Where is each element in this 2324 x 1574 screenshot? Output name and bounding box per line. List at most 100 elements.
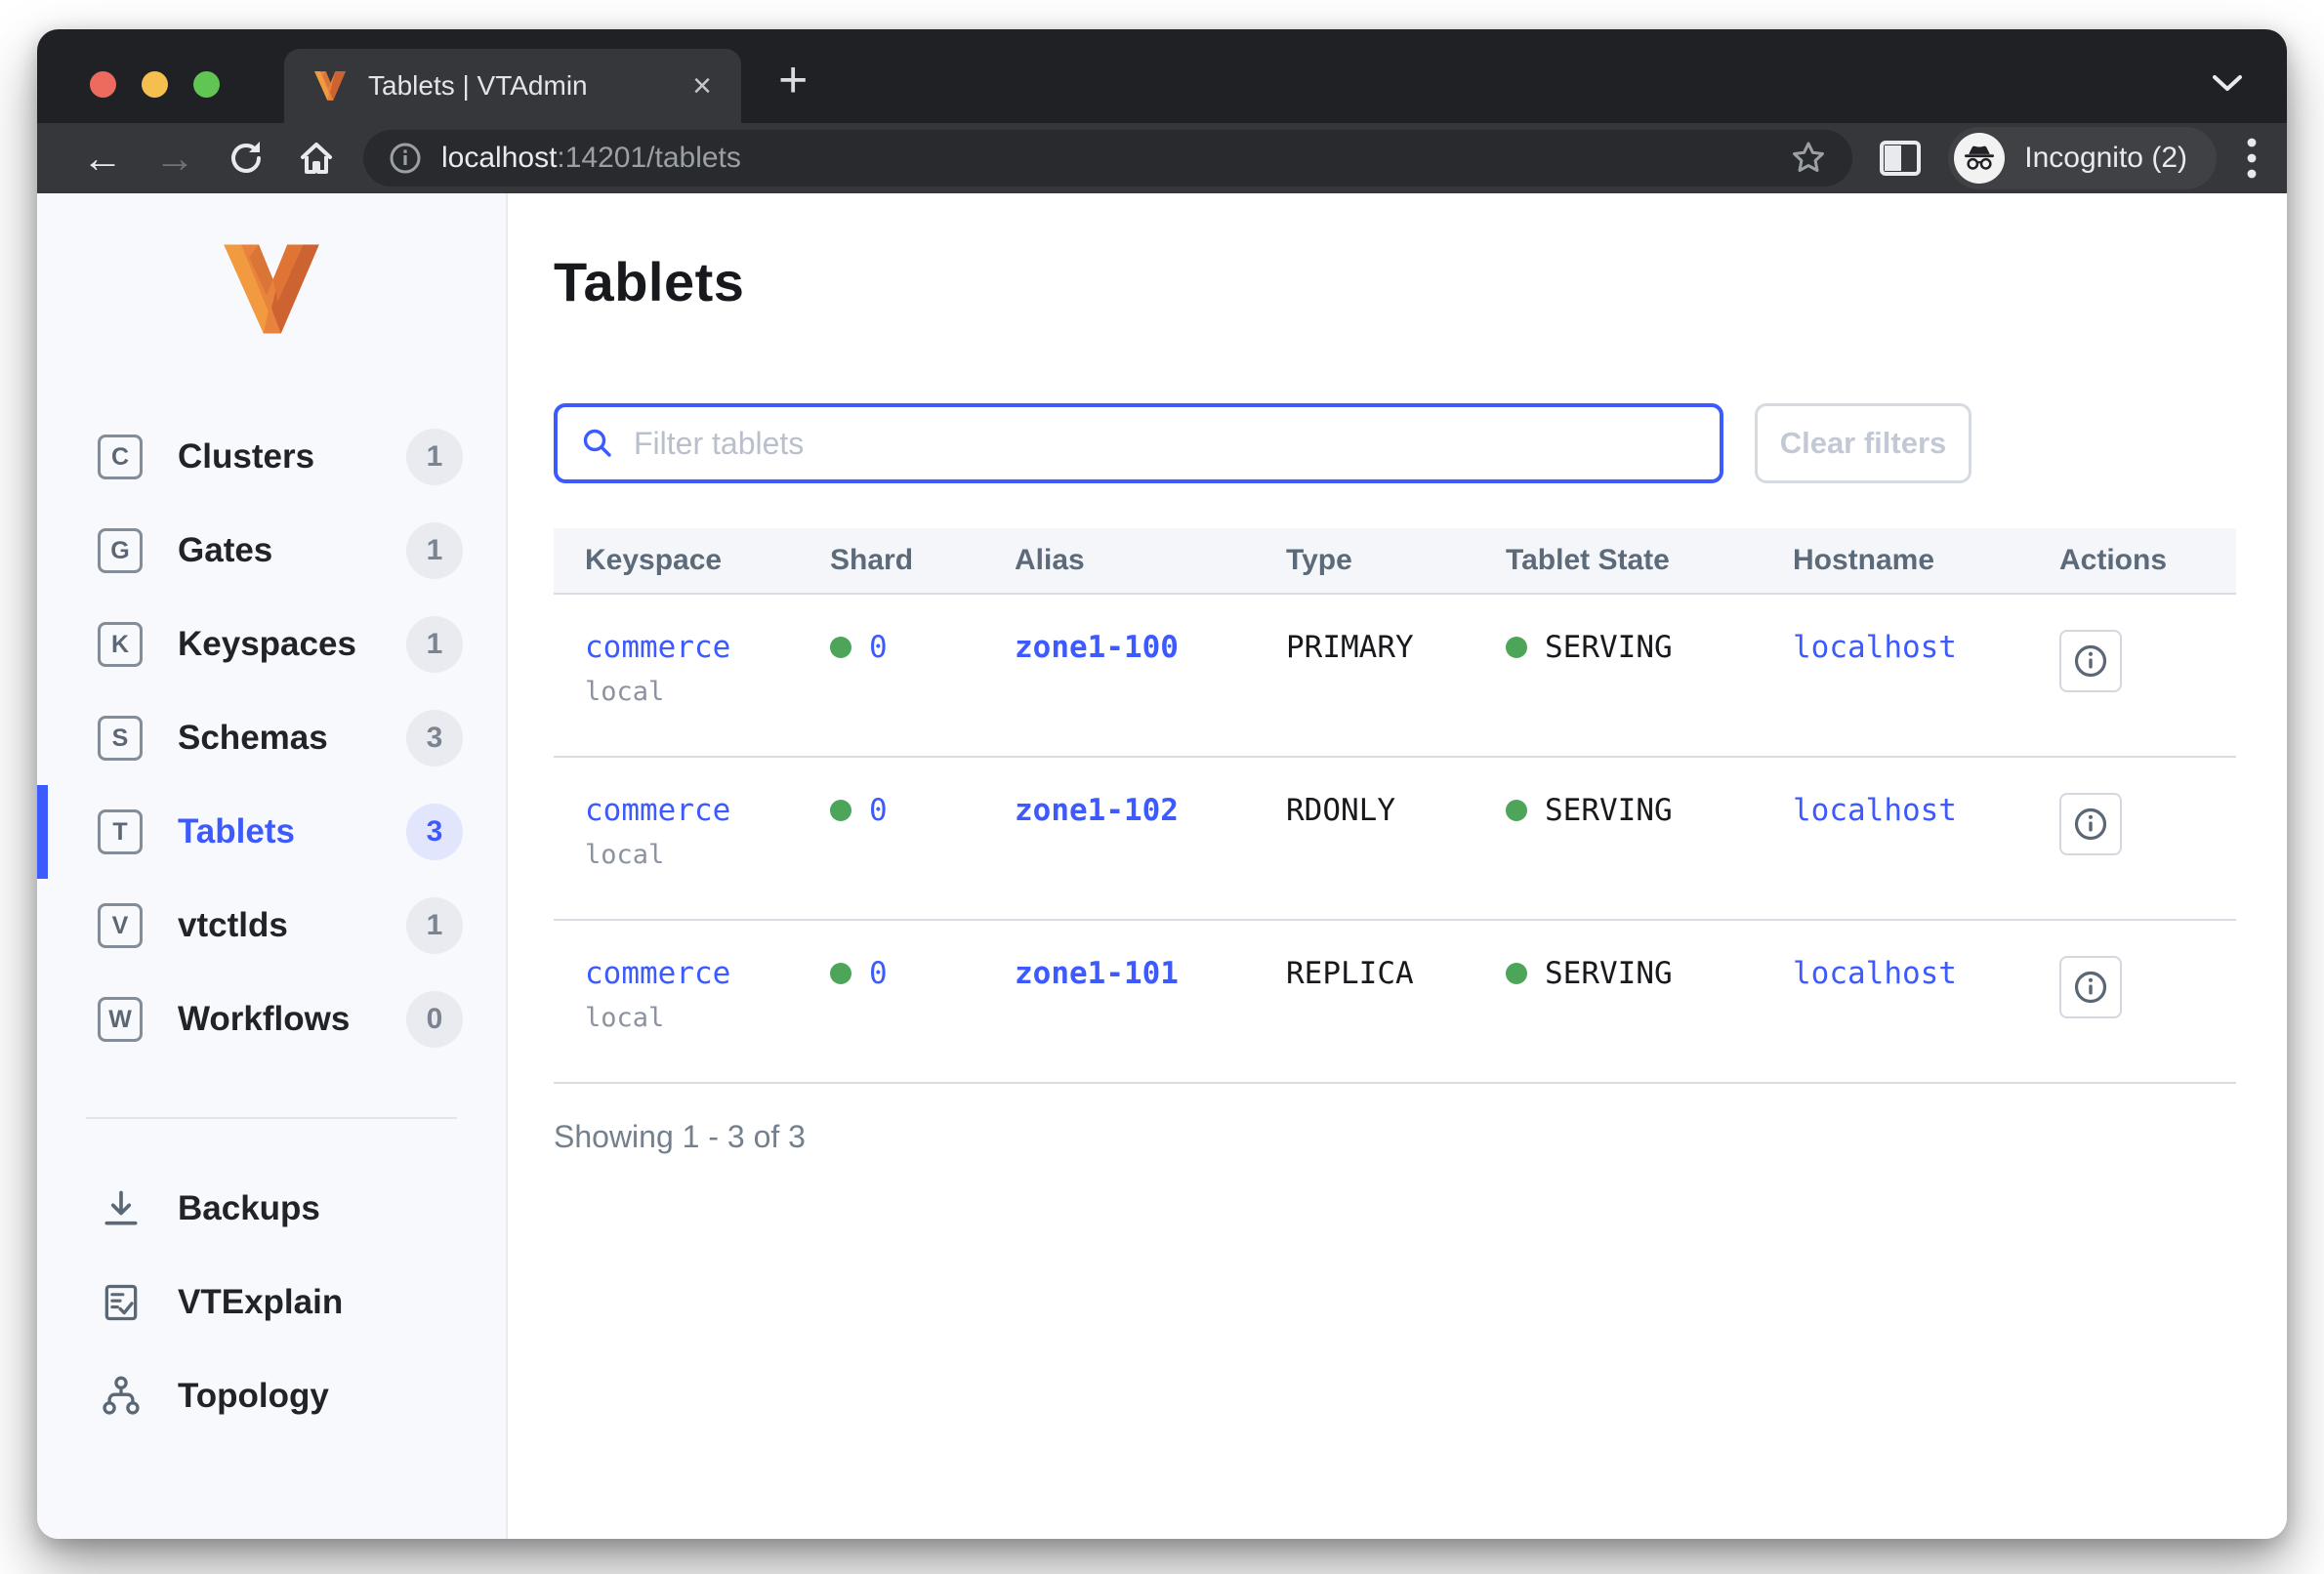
col-actions: Actions: [2059, 544, 2168, 576]
keyspaces-icon: K: [98, 622, 143, 667]
url-path: :14201/tablets: [557, 142, 741, 174]
schemas-icon: S: [98, 716, 143, 761]
clusters-icon: C: [98, 435, 143, 479]
browser-menu-icon[interactable]: [2246, 137, 2258, 180]
keyspace-link[interactable]: commerce: [585, 793, 731, 828]
side-panel-icon[interactable]: [1880, 141, 1922, 176]
count-badge: 1: [406, 897, 463, 954]
hostname-link[interactable]: localhost: [1793, 630, 1957, 665]
col-hostname: Hostname: [1793, 544, 1935, 576]
serving-status-dot: [1506, 963, 1527, 984]
tablets-icon: T: [98, 809, 143, 854]
cluster-name: local: [585, 1003, 665, 1033]
sidebar-item-schemas[interactable]: S Schemas 3: [37, 691, 506, 785]
clear-filters-button[interactable]: Clear filters: [1755, 403, 1971, 483]
filter-tablets-input[interactable]: [634, 425, 1696, 462]
serving-status-dot: [1506, 800, 1527, 821]
vtctlds-icon: V: [98, 903, 143, 948]
vitess-logo: [224, 244, 319, 334]
info-icon: [2074, 808, 2107, 841]
info-icon: [2074, 971, 2107, 1004]
keyspace-link[interactable]: commerce: [585, 630, 731, 665]
count-badge: 1: [406, 522, 463, 579]
serving-status-dot: [1506, 637, 1527, 658]
shard-link[interactable]: 0: [869, 793, 888, 828]
url-text: localhost:14201/tablets: [441, 142, 1778, 175]
alias-link[interactable]: zone1-100: [1015, 630, 1179, 665]
sidebar-item-vtctlds[interactable]: V vtctlds 1: [37, 879, 506, 973]
tablet-state: SERVING: [1545, 956, 1673, 991]
browser-toolbar: ← → localhost:14201/tablets Incognito (2…: [37, 123, 2287, 193]
tablet-state: SERVING: [1545, 793, 1673, 828]
home-button[interactable]: [281, 139, 352, 178]
new-tab-button[interactable]: +: [778, 52, 809, 108]
col-type: Type: [1286, 544, 1352, 576]
col-tablet-state: Tablet State: [1506, 544, 1670, 576]
col-alias: Alias: [1015, 544, 1085, 576]
close-window-button[interactable]: [90, 71, 116, 98]
tablet-type: REPLICA: [1286, 956, 1414, 991]
main-content: Tablets Clear filters Keyspace Shard Ali…: [508, 193, 2287, 1539]
shard-link[interactable]: 0: [869, 630, 888, 665]
tablet-state: SERVING: [1545, 630, 1673, 665]
filter-input-wrapper: [554, 403, 1723, 483]
sidebar-item-gates[interactable]: G Gates 1: [37, 504, 506, 598]
forward-button[interactable]: →: [154, 135, 195, 181]
browser-tab[interactable]: Tablets | VTAdmin ×: [284, 49, 741, 123]
back-button[interactable]: ←: [82, 135, 123, 181]
tab-close-icon[interactable]: ×: [692, 67, 712, 104]
results-summary: Showing 1 - 3 of 3: [554, 1119, 806, 1154]
gates-icon: G: [98, 528, 143, 573]
count-badge: 1: [406, 616, 463, 673]
url-bar[interactable]: localhost:14201/tablets: [363, 130, 1853, 186]
browser-window: Tablets | VTAdmin × + ← → localhost:1420…: [37, 29, 2287, 1539]
count-badge: 3: [406, 804, 463, 860]
url-host: localhost: [441, 142, 558, 174]
tablets-table: Keyspace Shard Alias Type Tablet State H…: [554, 528, 2236, 1084]
tablet-info-button[interactable]: [2059, 793, 2122, 855]
page-title: Tablets: [554, 251, 745, 312]
vitess-favicon: [314, 71, 346, 101]
sidebar-item-topology[interactable]: Topology: [37, 1349, 506, 1443]
reload-button[interactable]: [211, 139, 281, 178]
table-row: commerce local 0 zone1-102 RDONLY SERVIN…: [554, 758, 2236, 921]
tablet-type: RDONLY: [1286, 793, 1395, 828]
shard-status-dot: [830, 800, 851, 821]
shard-status-dot: [830, 963, 851, 984]
info-icon: [2074, 644, 2107, 678]
sidebar-item-tablets[interactable]: T Tablets 3: [37, 785, 506, 879]
minimize-window-button[interactable]: [142, 71, 168, 98]
tab-strip: Tablets | VTAdmin × +: [37, 29, 2287, 123]
hostname-link[interactable]: localhost: [1793, 956, 1957, 991]
tab-search-chevron-icon[interactable]: [2211, 72, 2244, 99]
keyspace-link[interactable]: commerce: [585, 956, 731, 991]
table-row: commerce local 0 zone1-101 REPLICA SERVI…: [554, 921, 2236, 1084]
search-icon: [583, 429, 611, 457]
window-controls: [37, 71, 220, 123]
count-badge: 3: [406, 710, 463, 766]
sidebar-item-backups[interactable]: Backups: [37, 1162, 506, 1256]
sidebar-item-keyspaces[interactable]: K Keyspaces 1: [37, 598, 506, 691]
sidebar-item-workflows[interactable]: W Workflows 0: [37, 973, 506, 1066]
tablet-info-button[interactable]: [2059, 956, 2122, 1018]
topology-icon: [98, 1373, 145, 1420]
tablet-info-button[interactable]: [2059, 630, 2122, 692]
sidebar: C Clusters 1 G Gates 1 K Keyspaces 1 S S…: [37, 193, 508, 1539]
bookmark-star-icon[interactable]: [1778, 140, 1839, 177]
download-icon: [98, 1185, 145, 1232]
tablet-type: PRIMARY: [1286, 630, 1414, 665]
alias-link[interactable]: zone1-101: [1015, 956, 1179, 991]
incognito-profile-badge[interactable]: Incognito (2): [1948, 127, 2217, 189]
zoom-window-button[interactable]: [193, 71, 220, 98]
table-row: commerce local 0 zone1-100 PRIMARY SERVI…: [554, 595, 2236, 758]
shard-status-dot: [830, 637, 851, 658]
alias-link[interactable]: zone1-102: [1015, 793, 1179, 828]
sidebar-item-clusters[interactable]: C Clusters 1: [37, 410, 506, 504]
site-info-icon[interactable]: [389, 142, 422, 175]
hostname-link[interactable]: localhost: [1793, 793, 1957, 828]
cluster-name: local: [585, 677, 665, 707]
sidebar-item-vtexplain[interactable]: VTExplain: [37, 1256, 506, 1349]
incognito-label: Incognito (2): [2024, 142, 2187, 174]
shard-link[interactable]: 0: [869, 956, 888, 991]
cluster-name: local: [585, 840, 665, 870]
